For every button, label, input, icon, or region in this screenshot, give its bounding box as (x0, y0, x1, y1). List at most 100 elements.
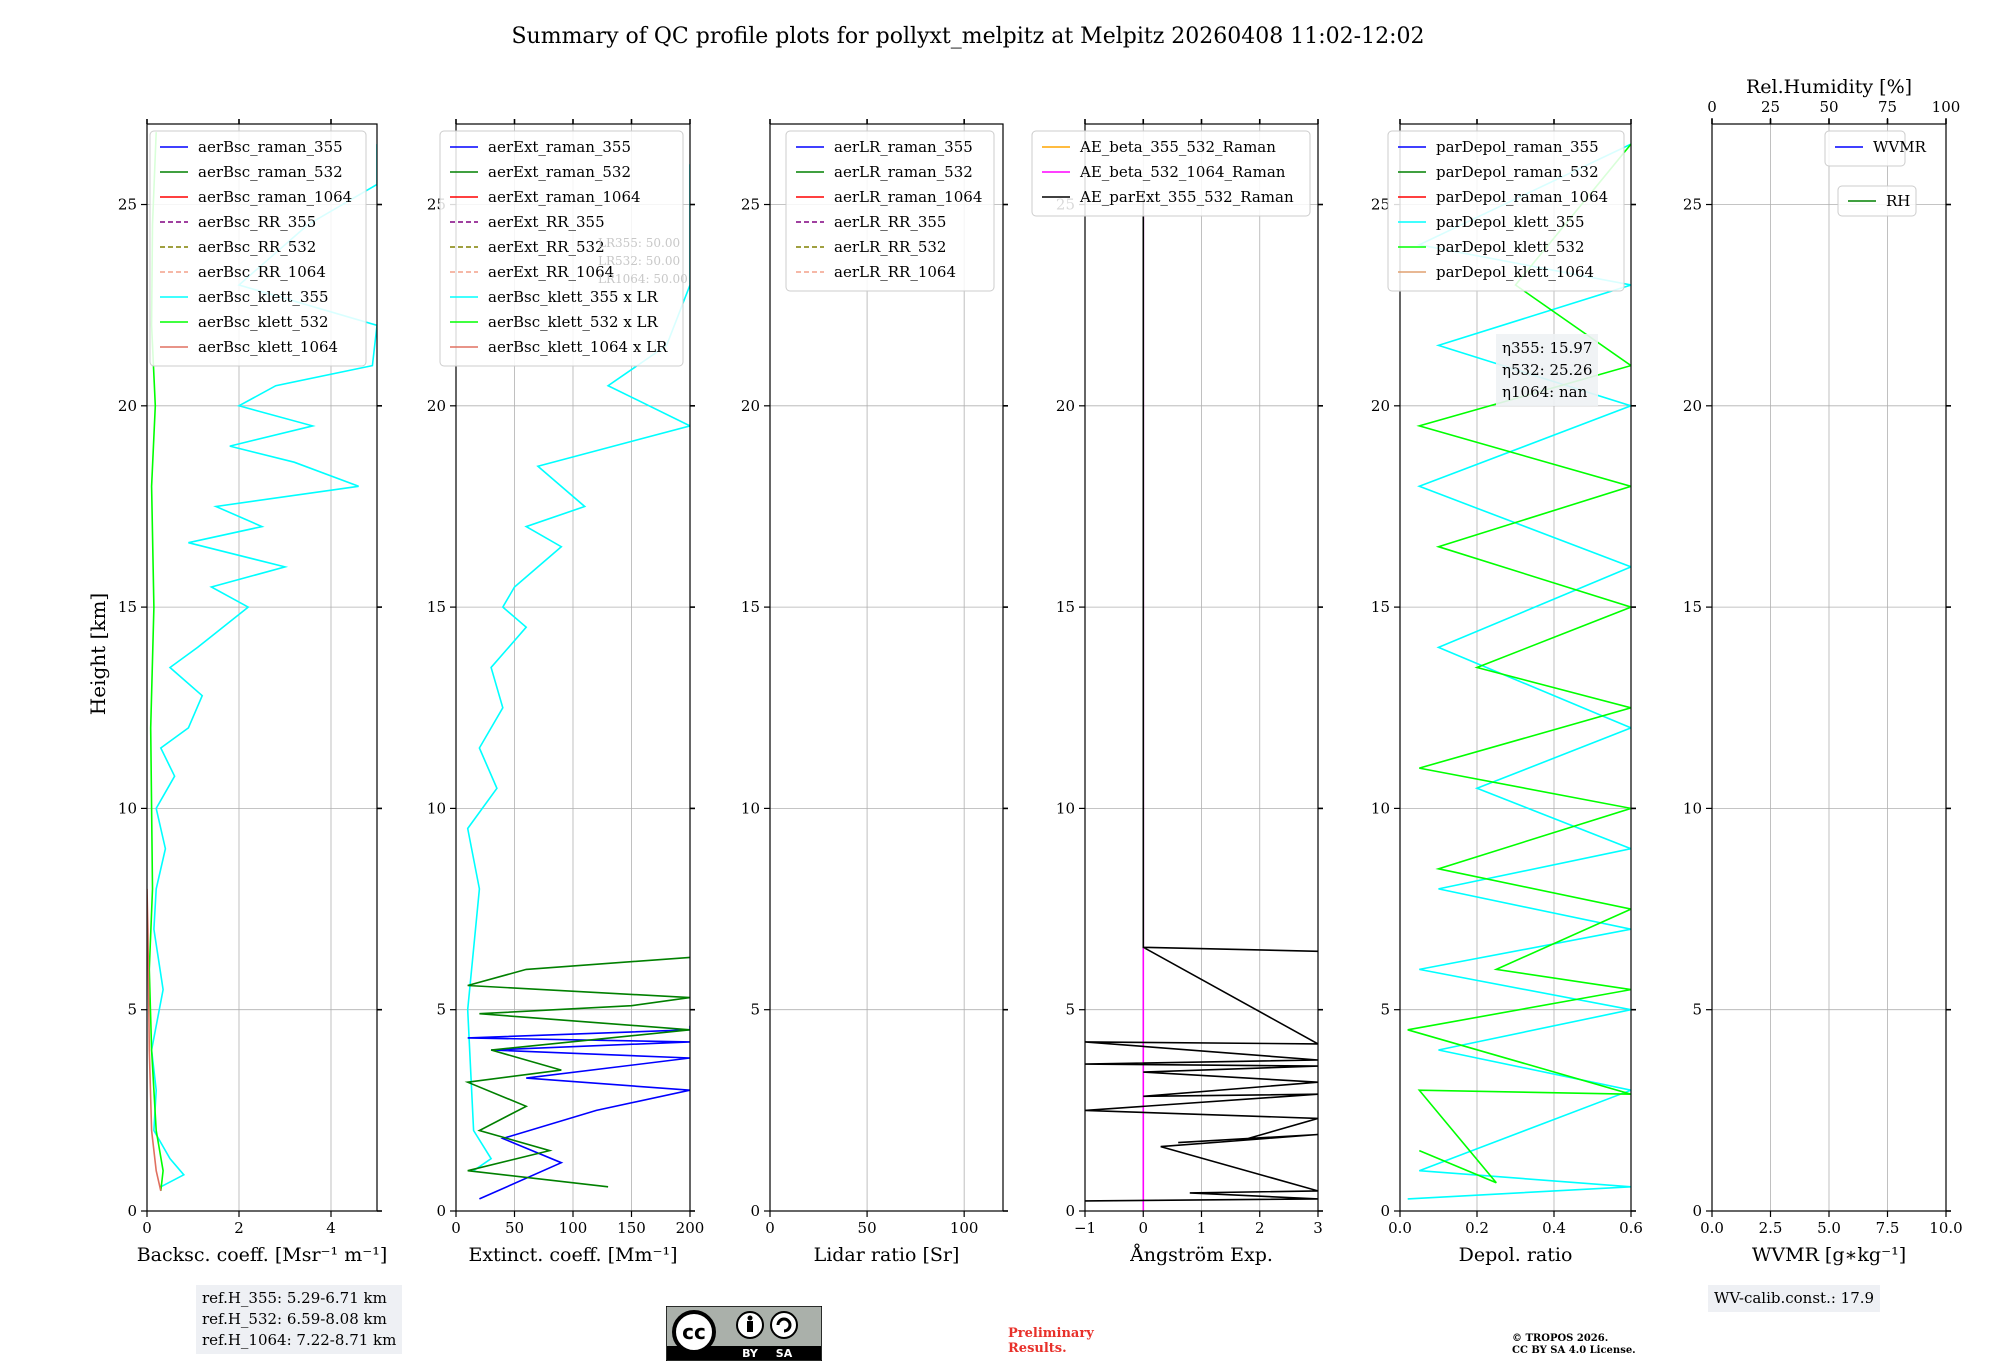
bsc-xtick-label: 4 (326, 1219, 336, 1237)
bsc-ytick-label: 5 (127, 1001, 137, 1019)
ae-ytick-label: 15 (1056, 598, 1075, 616)
legend-entry: aerBsc_klett_1064 (198, 338, 338, 356)
legend-entry: aerBsc_klett_532 (198, 313, 329, 331)
lr-x-axis-label: Lidar ratio [Sr] (814, 1244, 960, 1266)
rh-tick-label: 75 (1878, 98, 1897, 116)
depol-xtick-label: 0.4 (1542, 1219, 1566, 1237)
copyright-line-1: © TROPOS 2026. (1512, 1333, 1609, 1344)
lr-ytick-label: 25 (741, 196, 760, 214)
depol-series-group (1407, 143, 1631, 1200)
depol-ytick-label: 20 (1371, 397, 1390, 415)
series-ae-parext-355-532-raman (1085, 192, 1318, 1202)
lr-ytick-label: 20 (741, 397, 760, 415)
bsc-xtick-label: 2 (234, 1219, 244, 1237)
depol-frame (1399, 123, 1632, 1212)
ae-ytick-label: 0 (1065, 1202, 1075, 1220)
preliminary-results-note: Preliminary Results. (1008, 1326, 1128, 1356)
wv-x-axis-label: WVMR [g∗kg⁻¹] (1752, 1244, 1906, 1266)
lr-frame (769, 123, 1004, 1212)
wv-xtick-label: 2.5 (1759, 1219, 1783, 1237)
ext-series-group (464, 164, 690, 1200)
reference-height-box: ref.H_355: 5.29-6.71 km ref.H_532: 6.59-… (196, 1285, 403, 1354)
legend-entry: aerLR_RR_1064 (834, 263, 956, 281)
legend-entry: parDepol_raman_532 (1436, 163, 1599, 181)
legend-entry: AE_beta_532_1064_Raman (1079, 163, 1286, 181)
lr-ytick-label: 15 (741, 598, 760, 616)
wv-panel: 0 5 10 15 20 25 0.0 2.5 5.0 7.5 10.0 WVMR [g∗kg⁻¹] 0… (1683, 76, 1963, 1266)
series-pardepol-klett-355 (1407, 143, 1631, 1200)
ext-ytick-label: 5 (436, 1001, 446, 1019)
series-aerbsc-klett-1064 (147, 888, 162, 1192)
ae-xtick-label: 0 (1138, 1219, 1148, 1237)
copyright-note: © TROPOS 2026. CC BY SA 4.0 License. (1512, 1333, 1712, 1357)
series-aerbsc-klett-355 (150, 144, 377, 1188)
wv-ytick-label: 5 (1692, 1001, 1702, 1019)
depol-ytick-label: 10 (1371, 799, 1390, 817)
legend-entry: aerBsc_raman_532 (198, 163, 343, 181)
series-aerext-raman-355 (467, 1025, 690, 1200)
legend-entry: aerLR_RR_355 (834, 213, 946, 231)
wv-calib-box: WV-calib.const.: 17.9 (1708, 1285, 1881, 1312)
sa-share-icon (770, 1311, 798, 1339)
legend-entry: aerLR_raman_355 (834, 138, 973, 156)
ae-ytick-label: 5 (1065, 1001, 1075, 1019)
preliminary-line-2: Results. (1008, 1341, 1067, 1356)
depol-eta-annotation: η355: 15.97 η532: 25.26 η1064: nan (1496, 334, 1598, 406)
ext-ytick-label: 10 (427, 799, 446, 817)
ext-ytick-label: 15 (427, 598, 446, 616)
series-aerbsc-klett-355-x-lr (466, 164, 690, 1172)
lr-panel: 0 5 10 15 20 25 0 50 100 Lidar ratio [Sr] aerLR_ra… (741, 119, 1008, 1266)
legend-entry: aerBsc_raman_1064 (198, 188, 352, 206)
wv-legend-2: RH (1837, 185, 1917, 217)
depol-xtick-label: 0.2 (1465, 1219, 1489, 1237)
depol-ytick-label: 15 (1371, 598, 1390, 616)
bsc-ytick-label: 0 (127, 1202, 137, 1220)
cc-sa-label: SA (776, 1347, 793, 1360)
chart-title: Summary of QC profile plots for pollyxt_… (511, 24, 1424, 49)
depol-x-axis-label: Depol. ratio (1459, 1244, 1573, 1266)
bsc-frame (146, 123, 378, 1212)
wv-ytick-label: 10 (1683, 799, 1702, 817)
legend-entry: WVMR (1873, 138, 1927, 156)
ae-series-group (1085, 192, 1318, 1211)
lr-ytick-label: 0 (750, 1202, 760, 1220)
legend-entry: aerExt_RR_1064 (488, 263, 614, 281)
legend-entry: AE_parExt_355_532_Raman (1079, 188, 1294, 206)
bsc-ytick-label: 25 (118, 196, 137, 214)
ae-x-axis-label: Ångström Exp. (1129, 1244, 1273, 1266)
wv-xtick-label: 0.0 (1700, 1219, 1724, 1237)
legend-entry: AE_beta_355_532_Raman (1079, 138, 1276, 156)
bsc-legend: aerBsc_raman_355 aerBsc_raman_532 aerBsc_r… (149, 130, 367, 367)
depol-xtick-label: 0.0 (1388, 1219, 1412, 1237)
legend-entry: aerBsc_RR_1064 (198, 263, 326, 281)
legend-entry: aerBsc_klett_1064 x LR (488, 338, 668, 356)
legend-entry: aerExt_RR_355 (488, 213, 605, 231)
legend-entry: aerExt_raman_355 (488, 138, 631, 156)
legend-entry: aerBsc_klett_355 x LR (488, 288, 659, 306)
wv-legend: WVMR (1824, 130, 1927, 167)
lr-annotation: LR532: 50.00 (598, 254, 680, 268)
wv-ytick-label: 20 (1683, 397, 1702, 415)
legend-entry: aerBsc_RR_355 (198, 213, 316, 231)
legend-entry: aerExt_RR_532 (488, 238, 605, 256)
legend-entry: aerLR_RR_532 (834, 238, 946, 256)
ae-legend: AE_beta_355_532_Raman AE_beta_532_1064_Ra… (1031, 130, 1311, 217)
ext-ytick-label: 20 (427, 397, 446, 415)
ae-xtick-label: 3 (1313, 1219, 1323, 1237)
cc-logo-text: cc (682, 1320, 706, 1344)
lr-xtick-label: 100 (950, 1219, 979, 1237)
depol-ytick-label: 5 (1380, 1001, 1390, 1019)
legend-entry: aerExt_raman_1064 (488, 188, 641, 206)
ext-x-axis-label: Extinct. coeff. [Mm⁻¹] (468, 1244, 677, 1266)
ext-xtick-label: 50 (505, 1219, 524, 1237)
ae-xtick-label: −1 (1074, 1219, 1096, 1237)
legend-entry: parDepol_klett_355 (1436, 213, 1585, 231)
lr-xtick-label: 50 (858, 1219, 877, 1237)
refh-355: ref.H_355: 5.29-6.71 km (202, 1289, 387, 1307)
rh-tick-label: 25 (1761, 98, 1780, 116)
copyright-line-2: CC BY SA 4.0 License. (1512, 1345, 1636, 1356)
lr-xtick-label: 0 (765, 1219, 775, 1237)
cc-by-label: BY (742, 1347, 759, 1360)
